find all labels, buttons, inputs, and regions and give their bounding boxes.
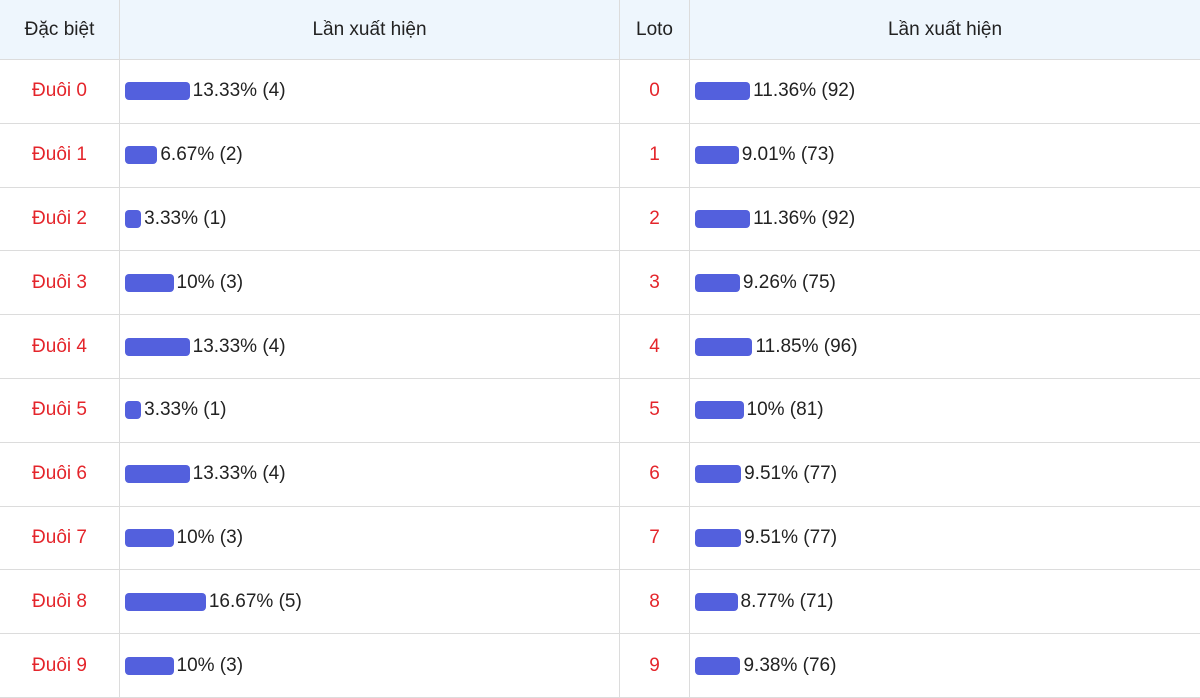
value-cell: 13.33% (4) — [120, 442, 620, 507]
header-cell: Đặc biệt — [0, 0, 120, 60]
value-cell: 11.85% (96) — [690, 315, 1200, 379]
value-cell: 3.33% (1) — [120, 378, 620, 443]
bar — [125, 337, 190, 356]
row-label: Đuôi 5 — [0, 378, 120, 443]
bar — [125, 146, 158, 165]
value-label: 13.33% (4) — [192, 463, 286, 485]
bar — [125, 528, 174, 547]
row-label: 3 — [620, 251, 690, 316]
value-cell: 9.51% (77) — [690, 443, 1200, 507]
row-label: Đuôi 6 — [0, 442, 120, 507]
bar — [695, 337, 753, 356]
value-cell: 3.33% (1) — [120, 187, 620, 252]
value-label: 11.85% (96) — [755, 335, 858, 357]
row-label: Đuôi 7 — [0, 506, 120, 571]
value-cell: 9.51% (77) — [690, 507, 1200, 571]
row-label: 5 — [620, 378, 690, 443]
value-cell: 8.77% (71) — [690, 570, 1200, 635]
row-label: Đuôi 1 — [0, 123, 120, 188]
value-label: 13.33% (4) — [192, 335, 286, 357]
bar — [125, 592, 206, 611]
bar — [695, 82, 751, 101]
row-label: Đuôi 3 — [0, 251, 120, 316]
value-label: 9.01% (73) — [741, 144, 835, 166]
value-label: 8.77% (71) — [740, 590, 834, 612]
row-label: 1 — [620, 123, 690, 188]
value-cell: 13.33% (4) — [120, 60, 620, 124]
row-label: Đuôi 9 — [0, 634, 120, 698]
row-label: Đuôi 2 — [0, 187, 120, 252]
value-label: 16.67% (5) — [208, 590, 302, 612]
bar — [125, 82, 190, 101]
value-label: 11.36% (92) — [753, 80, 856, 102]
value-label: 11.36% (92) — [753, 207, 856, 229]
row-label: 6 — [620, 442, 690, 507]
value-label: 9.51% (77) — [744, 463, 838, 485]
bar — [695, 273, 740, 292]
row-label: 2 — [620, 187, 690, 252]
value-cell: 10% (81) — [690, 379, 1200, 443]
value-cell: 11.36% (92) — [690, 60, 1200, 124]
header-cell: Lần xuất hiện — [120, 0, 620, 60]
value-label: 9.51% (77) — [744, 526, 838, 548]
value-cell: 10% (3) — [120, 634, 620, 698]
row-label: Đuôi 4 — [0, 315, 120, 379]
value-cell: 6.67% (2) — [120, 123, 620, 188]
row-label: 7 — [620, 506, 690, 571]
row-label: 0 — [620, 60, 690, 124]
bar — [695, 592, 738, 611]
value-cell: 9.01% (73) — [690, 124, 1200, 188]
row-label: 4 — [620, 315, 690, 379]
value-label: 10% (81) — [746, 399, 824, 421]
bar — [125, 656, 174, 675]
bar — [695, 209, 751, 228]
value-label: 9.26% (75) — [742, 271, 836, 293]
value-label: 6.67% (2) — [160, 144, 243, 166]
bar — [695, 656, 741, 675]
value-label: 10% (3) — [176, 526, 244, 548]
bar — [695, 146, 739, 165]
value-cell: 9.38% (76) — [690, 634, 1200, 698]
bar — [125, 209, 142, 228]
bar — [695, 528, 742, 547]
bar — [695, 465, 742, 484]
bar — [695, 401, 744, 420]
value-cell: 10% (3) — [120, 506, 620, 571]
value-label: 3.33% (1) — [144, 207, 227, 229]
bar — [125, 465, 190, 484]
bar — [125, 401, 142, 420]
value-cell: 9.26% (75) — [690, 251, 1200, 316]
bar — [125, 273, 174, 292]
value-label: 10% (3) — [176, 654, 244, 676]
header-cell: Lần xuất hiện — [690, 0, 1200, 60]
value-label: 13.33% (4) — [192, 80, 286, 102]
value-label: 9.38% (76) — [743, 654, 837, 676]
value-label: 10% (3) — [176, 271, 244, 293]
row-label: 9 — [620, 634, 690, 698]
value-cell: 13.33% (4) — [120, 315, 620, 379]
value-label: 3.33% (1) — [144, 399, 227, 421]
row-label: 8 — [620, 570, 690, 635]
header-cell: Loto — [620, 0, 690, 60]
value-cell: 11.36% (92) — [690, 188, 1200, 252]
row-label: Đuôi 8 — [0, 570, 120, 635]
value-cell: 16.67% (5) — [120, 570, 620, 635]
value-cell: 10% (3) — [120, 251, 620, 316]
row-label: Đuôi 0 — [0, 60, 120, 124]
